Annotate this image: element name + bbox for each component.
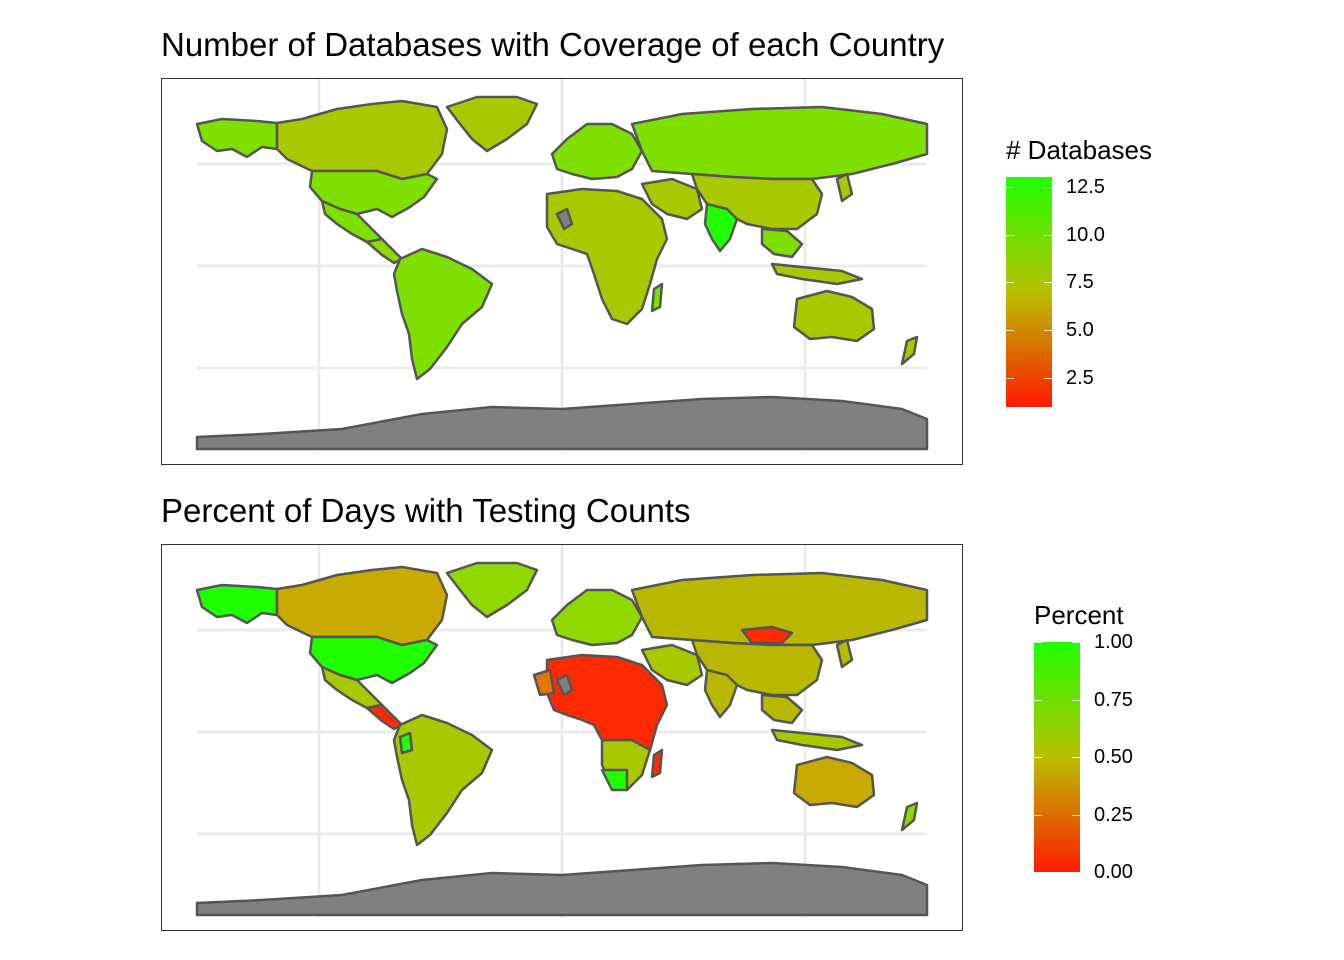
map1-svg bbox=[195, 79, 929, 451]
legend-tick-mark bbox=[1006, 330, 1014, 332]
map2-mongolia bbox=[740, 625, 794, 645]
map2-south-america bbox=[392, 713, 494, 847]
map1-indonesia bbox=[770, 262, 864, 286]
map1-africa bbox=[545, 187, 669, 326]
map2-central-america bbox=[365, 703, 404, 731]
legend-tick-mark bbox=[1034, 814, 1042, 816]
map2-antarctica bbox=[195, 861, 929, 917]
map2-madagascar bbox=[650, 748, 664, 779]
map1-new-zealand bbox=[900, 335, 919, 366]
map2-ecuador bbox=[398, 731, 414, 755]
map1-australia bbox=[792, 289, 876, 343]
legend-tick-label: 0.50 bbox=[1094, 746, 1133, 768]
legend-tick-mark bbox=[1034, 642, 1042, 643]
legend-tick-label: 0.00 bbox=[1094, 861, 1133, 883]
legend-tick-mark bbox=[1044, 330, 1052, 332]
legend-tick-mark bbox=[1034, 699, 1042, 701]
legend-tick-label: 0.25 bbox=[1094, 803, 1133, 826]
map2-russia bbox=[630, 571, 929, 647]
map1-se-asia bbox=[760, 227, 804, 259]
map2-svg bbox=[195, 545, 929, 917]
legend-tick-label: 5.0 bbox=[1066, 319, 1094, 342]
map2-africa-north bbox=[545, 653, 669, 752]
map2-australia bbox=[792, 755, 876, 809]
map2-europe bbox=[550, 588, 644, 647]
map2-new-zealand bbox=[900, 801, 919, 832]
legend-tick-mark bbox=[1006, 186, 1014, 188]
map2-legend: Percent 1.00 0.75 0.50 0.25 0.00 bbox=[1034, 600, 1234, 890]
map1-middle-east bbox=[640, 177, 704, 221]
map1-legend: # Databases 12.5 10.0 7.5 5.0 2.5 bbox=[1006, 135, 1206, 425]
map1-west-africa-missing bbox=[555, 207, 574, 231]
map2-mauritania bbox=[532, 668, 556, 697]
legend-tick-label: 1.00 bbox=[1094, 631, 1133, 653]
legend-tick-label: 7.5 bbox=[1066, 271, 1094, 294]
legend-tick-mark bbox=[1072, 642, 1080, 643]
legend-tick-mark bbox=[1072, 814, 1080, 816]
map2-india bbox=[703, 668, 739, 719]
map1-india bbox=[703, 202, 739, 253]
legend-tick-label: 2.5 bbox=[1066, 367, 1094, 390]
map2-se-asia bbox=[760, 693, 804, 725]
legend-tick-mark bbox=[1034, 872, 1042, 873]
map1-canada bbox=[275, 99, 449, 181]
legend-tick-label: 10.0 bbox=[1066, 223, 1105, 246]
map1-central-america bbox=[365, 237, 404, 265]
legend-tick-mark bbox=[1044, 234, 1052, 236]
map1-south-america bbox=[392, 247, 494, 381]
map2-alaska bbox=[195, 583, 279, 625]
map1-antarctica bbox=[195, 395, 929, 451]
map1-legend-colorbar bbox=[1006, 177, 1052, 407]
map1-legend-title: # Databases bbox=[1006, 135, 1152, 165]
map1-title: Number of Databases with Coverage of eac… bbox=[161, 26, 945, 63]
map1-europe bbox=[550, 122, 644, 181]
legend-tick-mark bbox=[1006, 234, 1014, 236]
map1-greenland bbox=[445, 95, 539, 153]
map2-greenland bbox=[445, 561, 539, 619]
map2-japan bbox=[835, 638, 854, 669]
map2-west-africa-missing bbox=[555, 673, 574, 697]
legend-tick-mark bbox=[1044, 282, 1052, 284]
map2-canada bbox=[275, 565, 449, 647]
map1-frame bbox=[161, 78, 963, 465]
legend-tick-label: 12.5 bbox=[1066, 175, 1105, 198]
legend-tick-label: 0.75 bbox=[1094, 688, 1133, 711]
legend-tick-mark bbox=[1006, 378, 1014, 380]
legend-tick-mark bbox=[1072, 872, 1080, 873]
map2-frame bbox=[161, 544, 963, 931]
map2-indonesia bbox=[770, 728, 864, 752]
map1-alaska bbox=[195, 117, 279, 159]
map1-japan bbox=[835, 172, 854, 203]
legend-tick-mark bbox=[1006, 282, 1014, 284]
legend-tick-mark bbox=[1034, 757, 1042, 758]
map2-title: Percent of Days with Testing Counts bbox=[161, 492, 691, 529]
map1-russia bbox=[630, 105, 929, 181]
legend-tick-mark bbox=[1072, 699, 1080, 701]
legend-tick-mark bbox=[1044, 378, 1052, 380]
map1-madagascar bbox=[650, 282, 664, 313]
legend-tick-mark bbox=[1044, 186, 1052, 188]
map2-legend-title: Percent bbox=[1034, 600, 1124, 630]
legend-tick-mark bbox=[1072, 757, 1080, 758]
map2-middle-east bbox=[640, 643, 704, 687]
map2-south-africa bbox=[600, 768, 629, 792]
